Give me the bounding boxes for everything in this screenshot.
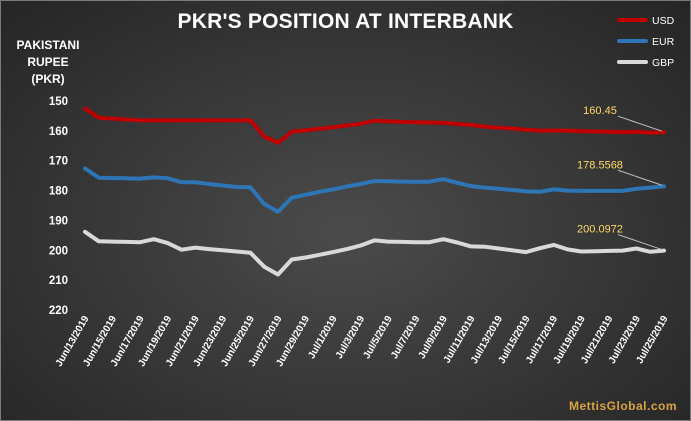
y-tick-label: 170	[49, 156, 68, 168]
y-tick-label: 180	[49, 186, 68, 198]
y-axis-label: PAKISTANI RUPEE (PKR)	[8, 37, 88, 88]
legend-label-eur: EUR	[652, 36, 675, 48]
y-axis-label-line-3: (PKR)	[31, 72, 65, 86]
annotation-leader-eur	[617, 169, 663, 186]
y-tick-label: 190	[49, 215, 68, 227]
chart-title: PKR'S POSITION AT INTERBANK	[177, 10, 514, 33]
y-tick-label: 150	[49, 96, 68, 108]
y-tick-label: 210	[49, 275, 68, 287]
annotation-label-gbp: 200.0972	[577, 224, 623, 236]
y-axis-label-line-2: RUPEE	[27, 55, 69, 69]
y-tick-label: 200	[49, 245, 68, 257]
series-line-gbp	[83, 229, 666, 277]
legend-label-usd: USD	[652, 15, 675, 27]
series-line-eur	[83, 166, 666, 214]
annotation-leader-gbp	[617, 234, 663, 251]
annotation-label-usd: 160.45	[583, 105, 617, 117]
y-axis-label-line-1: PAKISTANI	[16, 38, 80, 52]
y-tick-label: 160	[49, 126, 68, 138]
annotation-leader-usd	[617, 115, 663, 132]
watermark: MettisGlobal.com	[568, 399, 677, 413]
annotation-label-eur: 178.5568	[577, 159, 623, 171]
y-tick-label: 220	[49, 305, 68, 317]
series-line-usd	[83, 106, 666, 145]
legend-label-gbp: GBP	[652, 57, 674, 69]
